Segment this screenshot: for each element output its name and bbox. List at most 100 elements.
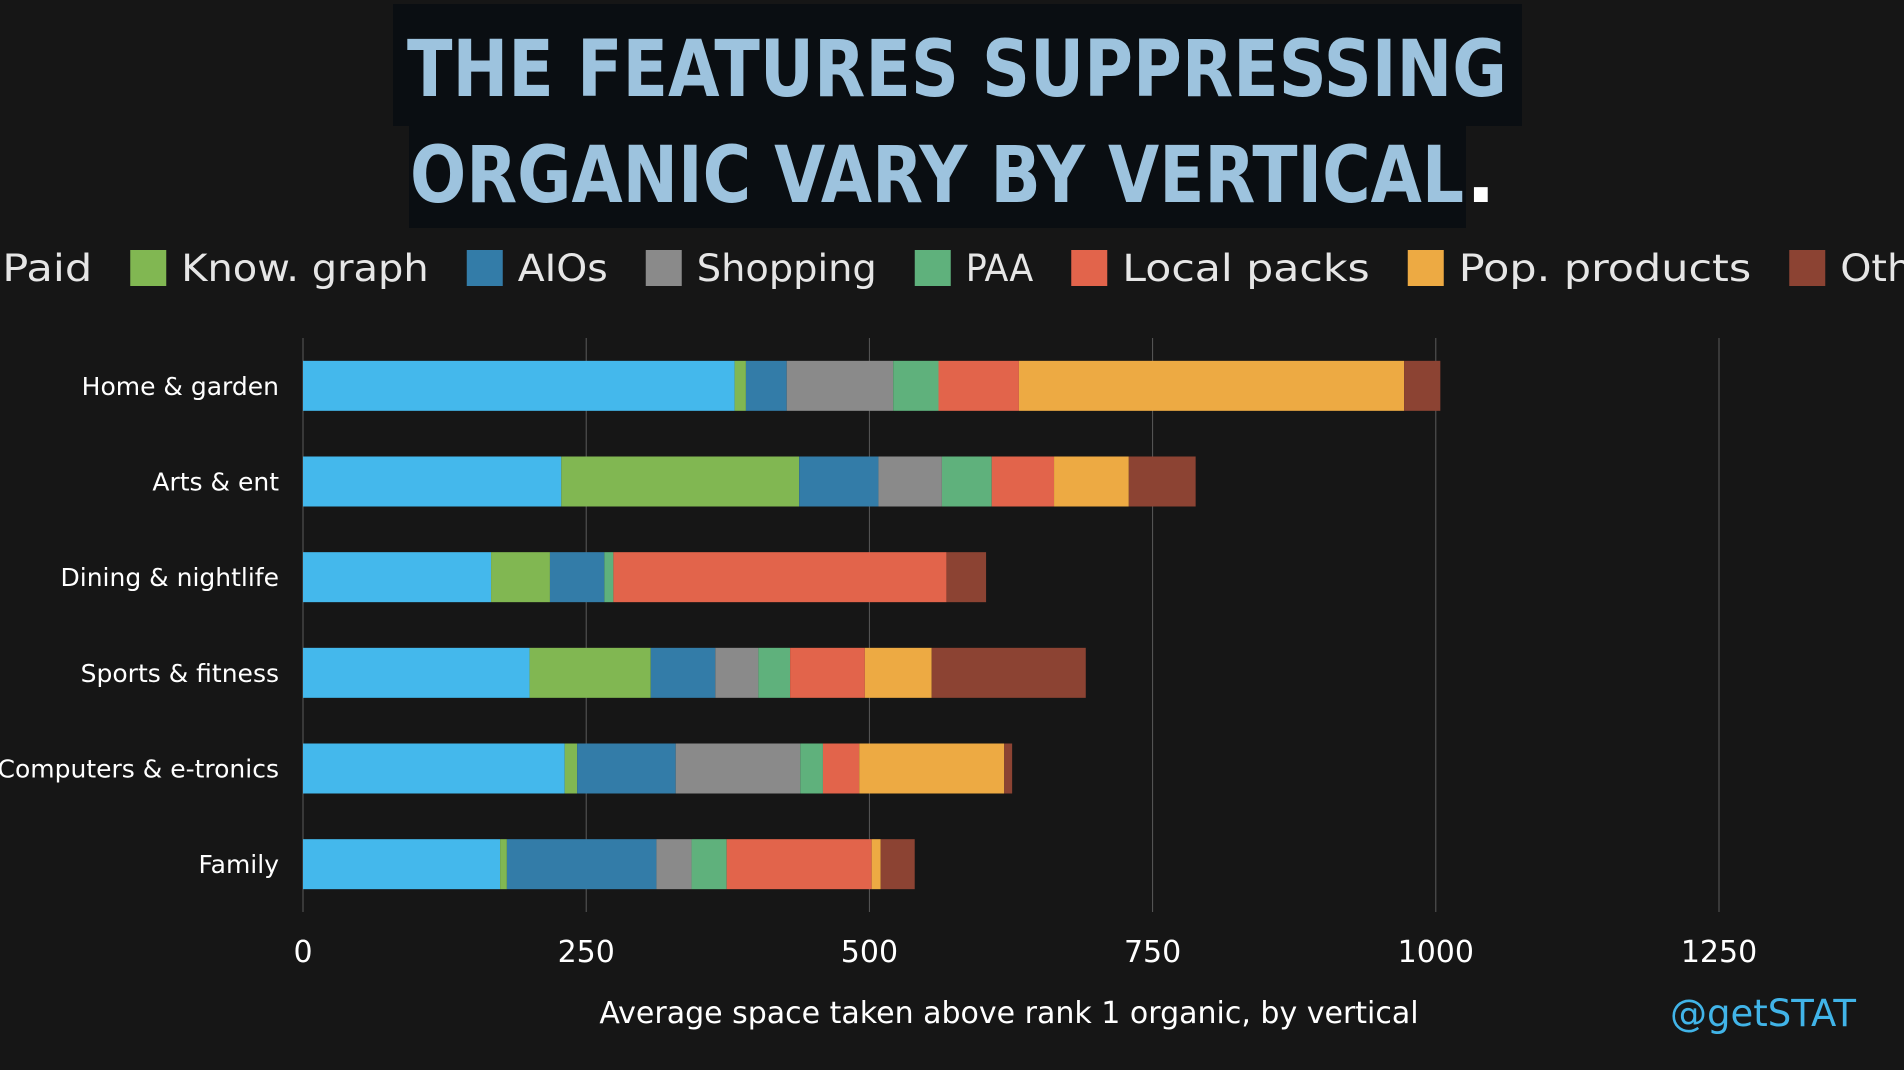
bar-segment-3-2: [650, 647, 716, 698]
x-tick-label-1250: 1250: [1681, 935, 1757, 970]
bar-segment-0-6: [1018, 360, 1405, 411]
bar-segment-0-3: [786, 360, 894, 411]
legend-item-5: Local packs: [1071, 247, 1370, 290]
legend-item-2: AIOs: [466, 247, 608, 290]
bar-row-2: [303, 552, 987, 603]
bar-segment-5-3: [656, 839, 692, 890]
title-period: .: [1466, 131, 1496, 221]
legend-swatch-3: [645, 250, 682, 286]
legend-item-0: Paid: [2, 247, 92, 290]
bar-segment-4-3: [675, 743, 801, 794]
category-label-5: Family: [199, 850, 280, 879]
bar-segment-5-4: [691, 839, 727, 890]
bars: [303, 360, 1441, 890]
legend-label-2: AIOs: [518, 247, 608, 290]
bar-segment-4-6: [859, 743, 1005, 794]
bar-segment-1-0: [303, 456, 562, 507]
bar-segment-1-6: [1054, 456, 1129, 507]
gridlines: [302, 338, 1720, 912]
legend-item-4: PAA: [914, 247, 1034, 290]
category-label-2: Dining & nightlife: [61, 563, 279, 592]
bar-segment-2-1: [491, 552, 550, 603]
bar-segment-3-6: [864, 647, 932, 698]
legend-label-7: Other: [1840, 247, 1904, 290]
bar-segment-2-2: [549, 552, 605, 603]
bar-row-0: [303, 360, 1441, 411]
legend-swatch-2: [466, 250, 503, 286]
category-labels: Home & garden Arts & ent Dining & nightlif…: [0, 372, 279, 879]
bar-segment-4-2: [577, 743, 676, 794]
legend-swatch-5: [1071, 250, 1108, 286]
bar-segment-2-0: [303, 552, 492, 603]
legend: Paid Know. graph AIOs Shopping PAA Local pack…: [2, 247, 1904, 290]
bar-segment-4-1: [564, 743, 578, 794]
bar-segment-3-3: [715, 647, 759, 698]
x-tick-label-500: 500: [841, 935, 898, 970]
bar-segment-0-2: [745, 360, 787, 411]
legend-label-0: Paid: [2, 247, 92, 290]
bar-segment-3-0: [303, 647, 530, 698]
legend-label-4: PAA: [966, 247, 1034, 290]
legend-swatch-4: [914, 250, 951, 286]
category-label-4: Computers & e-tronics: [0, 755, 279, 784]
title-line-1-highlight: [393, 4, 1522, 126]
bar-segment-5-0: [303, 839, 501, 890]
x-tick-label-250: 250: [558, 935, 615, 970]
bar-segment-2-4: [604, 552, 614, 603]
category-label-0: Home & garden: [82, 372, 279, 401]
bar-segment-4-0: [303, 743, 565, 794]
title-line-1: THE FEATURES SUPPRESSING: [407, 25, 1507, 115]
bar-segment-0-0: [303, 360, 735, 411]
attribution-handle: @getSTAT: [1670, 992, 1856, 1035]
bar-segment-1-1: [561, 456, 800, 507]
legend-item-6: Pop. products: [1407, 247, 1752, 290]
legend-label-3: Shopping: [697, 247, 877, 290]
bar-segment-3-5: [790, 647, 865, 698]
category-label-3: Sports & fitness: [81, 659, 279, 688]
bar-segment-4-5: [822, 743, 860, 794]
legend-label-6: Pop. products: [1459, 247, 1752, 290]
bar-segment-3-4: [758, 647, 791, 698]
bar-segment-1-5: [991, 456, 1055, 507]
legend-label-5: Local packs: [1122, 247, 1370, 290]
bar-segment-3-1: [529, 647, 651, 698]
bar-segment-4-4: [800, 743, 823, 794]
bar-segment-5-1: [500, 839, 507, 890]
legend-item-7: Other: [1789, 247, 1904, 290]
bar-segment-5-2: [506, 839, 657, 890]
bar-row-4: [303, 743, 1013, 794]
bar-row-5: [303, 839, 915, 890]
title-line-2: ORGANIC VARY BY VERTICAL: [410, 131, 1464, 221]
legend-swatch-6: [1407, 250, 1444, 286]
legend-swatch-1: [130, 250, 167, 286]
legend-item-1: Know. graph: [130, 247, 429, 290]
bar-segment-5-6: [871, 839, 881, 890]
x-axis-ticks: 0 250 500 750 1000 1250: [293, 935, 1757, 970]
bar-segment-0-1: [734, 360, 746, 411]
bar-segment-2-7: [946, 552, 987, 603]
bar-segment-0-7: [1404, 360, 1441, 411]
x-tick-label-1000: 1000: [1398, 935, 1474, 970]
bar-segment-1-7: [1128, 456, 1196, 507]
bar-segment-4-7: [1004, 743, 1013, 794]
chart-title: THE FEATURES SUPPRESSING ORGANIC VARY BY…: [393, 4, 1522, 228]
bar-segment-5-5: [726, 839, 872, 890]
title-line-2-highlight: [409, 126, 1466, 228]
bar-segment-2-5: [613, 552, 947, 603]
x-tick-label-750: 750: [1124, 935, 1181, 970]
category-label-1: Arts & ent: [152, 468, 279, 497]
bar-row-1: [303, 456, 1196, 507]
legend-label-1: Know. graph: [181, 247, 429, 290]
bar-segment-3-7: [931, 647, 1086, 698]
bar-segment-0-4: [893, 360, 939, 411]
legend-item-3: Shopping: [645, 247, 877, 290]
bar-segment-1-3: [878, 456, 942, 507]
x-axis-title: Average space taken above rank 1 organic…: [599, 996, 1418, 1031]
bar-segment-1-4: [941, 456, 992, 507]
bar-segment-1-2: [799, 456, 879, 507]
bar-segment-5-7: [880, 839, 915, 890]
bar-segment-0-5: [938, 360, 1019, 411]
legend-swatch-7: [1789, 250, 1826, 286]
bar-row-3: [303, 647, 1086, 698]
